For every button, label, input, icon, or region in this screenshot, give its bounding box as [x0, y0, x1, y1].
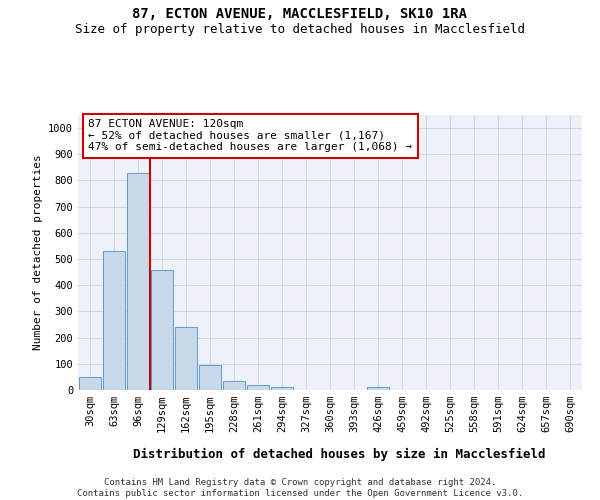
Y-axis label: Number of detached properties: Number of detached properties — [32, 154, 43, 350]
Text: Contains HM Land Registry data © Crown copyright and database right 2024.
Contai: Contains HM Land Registry data © Crown c… — [77, 478, 523, 498]
Bar — [223, 381, 245, 390]
Bar — [367, 388, 389, 390]
Text: Size of property relative to detached houses in Macclesfield: Size of property relative to detached ho… — [75, 22, 525, 36]
Bar — [247, 385, 269, 390]
Text: Distribution of detached houses by size in Macclesfield: Distribution of detached houses by size … — [133, 448, 545, 460]
Bar — [103, 251, 125, 390]
Bar — [79, 377, 101, 390]
Text: 87, ECTON AVENUE, MACCLESFIELD, SK10 1RA: 87, ECTON AVENUE, MACCLESFIELD, SK10 1RA — [133, 8, 467, 22]
Bar — [271, 387, 293, 390]
Text: 87 ECTON AVENUE: 120sqm
← 52% of detached houses are smaller (1,167)
47% of semi: 87 ECTON AVENUE: 120sqm ← 52% of detache… — [88, 119, 412, 152]
Bar — [151, 270, 173, 390]
Bar — [127, 172, 149, 390]
Bar — [199, 364, 221, 390]
Bar — [175, 327, 197, 390]
